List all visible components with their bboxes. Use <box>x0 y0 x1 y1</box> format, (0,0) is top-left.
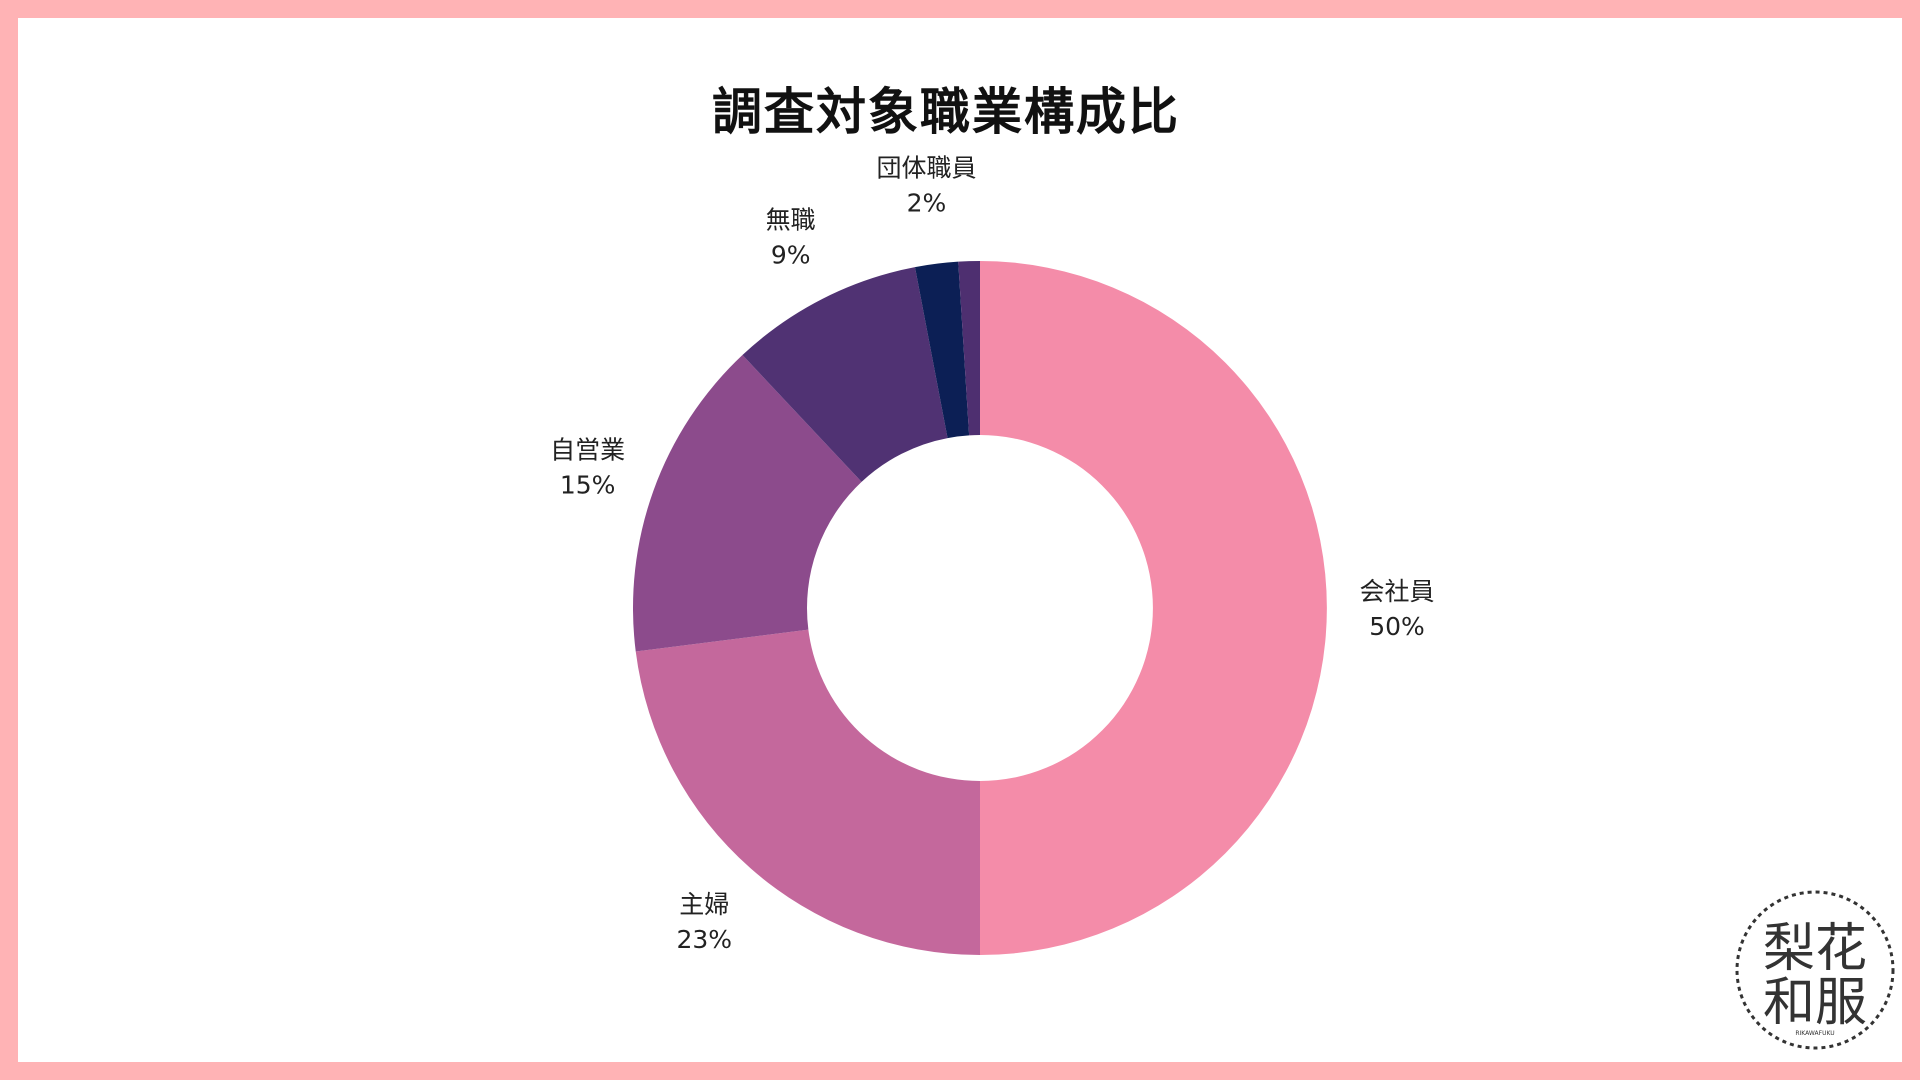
logo-text-bottom: 和服 <box>1763 973 1867 1033</box>
remainder-segment <box>958 261 980 436</box>
slice-5-category-label: 団体職員 <box>876 153 976 182</box>
logo-subtext: RIKAWAFUKU <box>1795 1030 1834 1037</box>
slice-4-value-label: 9% <box>771 240 811 269</box>
slice-2-segment <box>635 629 980 955</box>
chart-title: 調査対象職業構成比 <box>712 83 1180 141</box>
slice-5-segment <box>914 261 970 439</box>
slice-1-category-label: 会社員 <box>1359 577 1434 606</box>
slice-2-category-label: 主婦 <box>679 890 729 919</box>
slice-1-segment <box>980 261 1327 955</box>
slice-3-segment <box>633 355 862 652</box>
logo-text-top: 梨花 <box>1763 919 1867 979</box>
brand-logo: 梨花 和服 RIKAWAFUKU <box>1735 890 1895 1050</box>
slice-1-value-label: 50% <box>1369 612 1425 641</box>
slice-2-value-label: 23% <box>676 925 732 954</box>
slice-4-category-label: 無職 <box>766 205 816 234</box>
slice-3-value-label: 15% <box>560 471 616 500</box>
logo-ring <box>1735 890 1895 1050</box>
slice-3-category-label: 自営業 <box>550 436 625 465</box>
slice-4-segment <box>742 267 948 482</box>
slice-5-value-label: 2% <box>907 188 947 217</box>
